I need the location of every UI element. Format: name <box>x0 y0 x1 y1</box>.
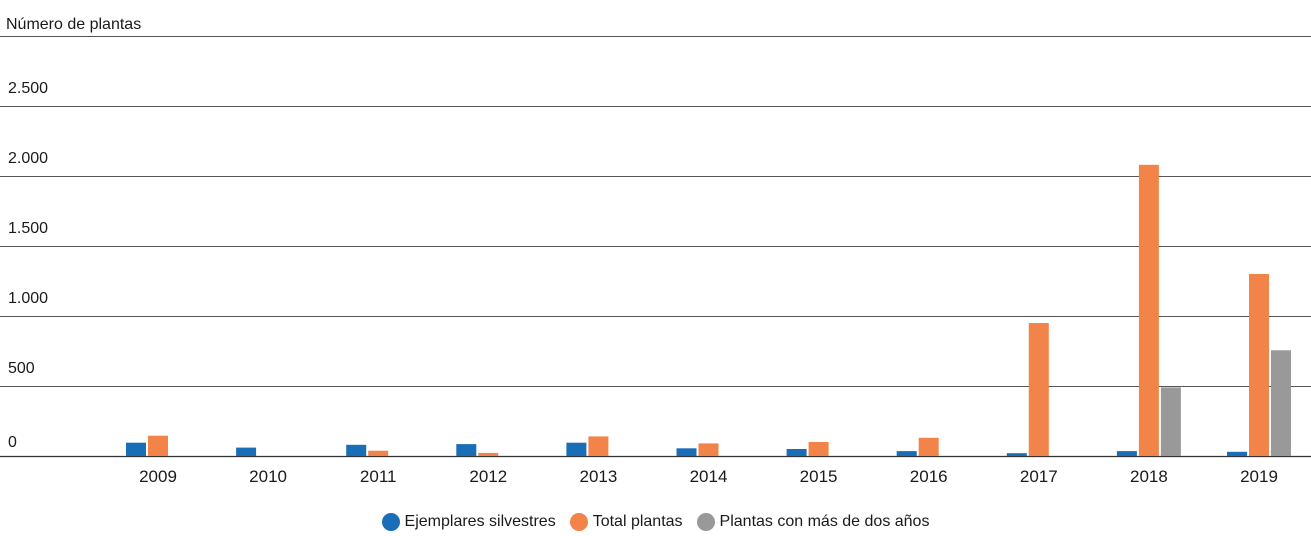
bar-total-plantas-2018 <box>1138 164 1159 457</box>
x-tick-label-2011: 2011 <box>360 467 397 486</box>
bar-ejemplares-silvestres-2013 <box>566 442 587 456</box>
y-tick-label-500: 500 <box>8 360 35 377</box>
x-tick-label-2014: 2014 <box>690 467 728 486</box>
bar-ejemplares-silvestres-2010 <box>236 447 257 456</box>
bar-ejemplares-silvestres-2011 <box>346 444 367 456</box>
legend: Ejemplares silvestres Total plantas Plan… <box>0 512 1311 532</box>
bars <box>126 164 1291 457</box>
grid-layer <box>0 36 1311 458</box>
bar-plantas-con-mas-de-dos-anos-2018 <box>1160 387 1181 456</box>
x-tick-label-2018: 2018 <box>1130 467 1168 486</box>
y-axis-label: Número de plantas <box>6 16 141 33</box>
bar-total-plantas-2019 <box>1249 274 1269 456</box>
x-tick-label-2013: 2013 <box>579 467 617 486</box>
bar-total-plantas-2017 <box>1028 323 1049 456</box>
x-tick-label-2012: 2012 <box>469 467 507 486</box>
y-tick-label-1500: 1.500 <box>8 220 48 237</box>
bar-ejemplares-silvestres-2015 <box>786 449 807 456</box>
bar-ejemplares-silvestres-2014 <box>676 448 697 456</box>
bar-ejemplares-silvestres-2009 <box>126 442 146 456</box>
legend-item-total-plantas: Total plantas <box>569 512 683 532</box>
x-tick-label-2015: 2015 <box>800 467 838 486</box>
x-tick-label-2010: 2010 <box>249 467 287 486</box>
bar-total-plantas-2009 <box>148 435 168 456</box>
bar-ejemplares-silvestres-2012 <box>456 444 477 456</box>
x-tick-label-2016: 2016 <box>910 467 948 486</box>
bar-total-plantas-2014 <box>698 443 719 456</box>
x-tick-labels: 2009 2010 2011 2012 2013 2014 2015 2016 2017 2018… <box>139 467 1278 486</box>
bar-ejemplares-silvestres-2016 <box>896 451 917 456</box>
legend-label-ejemplares-silvestres: Ejemplares silvestres <box>404 513 556 530</box>
y-tick-label-1000: 1.000 <box>8 290 48 307</box>
bar-plantas-con-mas-de-dos-anos-2019 <box>1271 350 1291 456</box>
x-tick-label-2009: 2009 <box>139 467 177 486</box>
legend-label-plantas-con-mas-de-dos-anos: Plantas con más de dos años <box>719 513 930 530</box>
bar-chart: Número de plantas 0 500 1.000 1.500 2.000 2.5… <box>0 16 1311 486</box>
bar-total-plantas-2016 <box>918 437 939 456</box>
y-tick-label-2500: 2.500 <box>8 80 48 97</box>
legend-item-plantas-con-mas-de-dos-anos: Plantas con más de dos años <box>696 512 930 532</box>
bar-total-plantas-2011 <box>368 450 389 456</box>
y-tick-label-2000: 2.000 <box>8 150 48 167</box>
legend-swatch-plantas-con-mas-de-dos-anos <box>696 513 715 531</box>
x-tick-label-2019: 2019 <box>1240 467 1278 486</box>
legend-swatch-total-plantas <box>569 513 588 531</box>
legend-item-ejemplares-silvestres: Ejemplares silvestres <box>381 512 556 532</box>
bar-total-plantas-2013 <box>588 436 609 456</box>
bar-total-plantas-2015 <box>808 442 829 456</box>
x-tick-label-2017: 2017 <box>1020 467 1058 486</box>
y-tick-labels: 0 500 1.000 1.500 2.000 2.500 <box>8 80 48 451</box>
bar-total-plantas-2012 <box>478 452 499 456</box>
bar-ejemplares-silvestres-2018 <box>1116 451 1137 456</box>
legend-label-total-plantas: Total plantas <box>592 513 683 530</box>
y-tick-label-0: 0 <box>8 434 17 451</box>
bar-ejemplares-silvestres-2019 <box>1227 451 1247 456</box>
legend-swatch-ejemplares-silvestres <box>381 513 400 531</box>
bar-ejemplares-silvestres-2017 <box>1006 453 1027 456</box>
